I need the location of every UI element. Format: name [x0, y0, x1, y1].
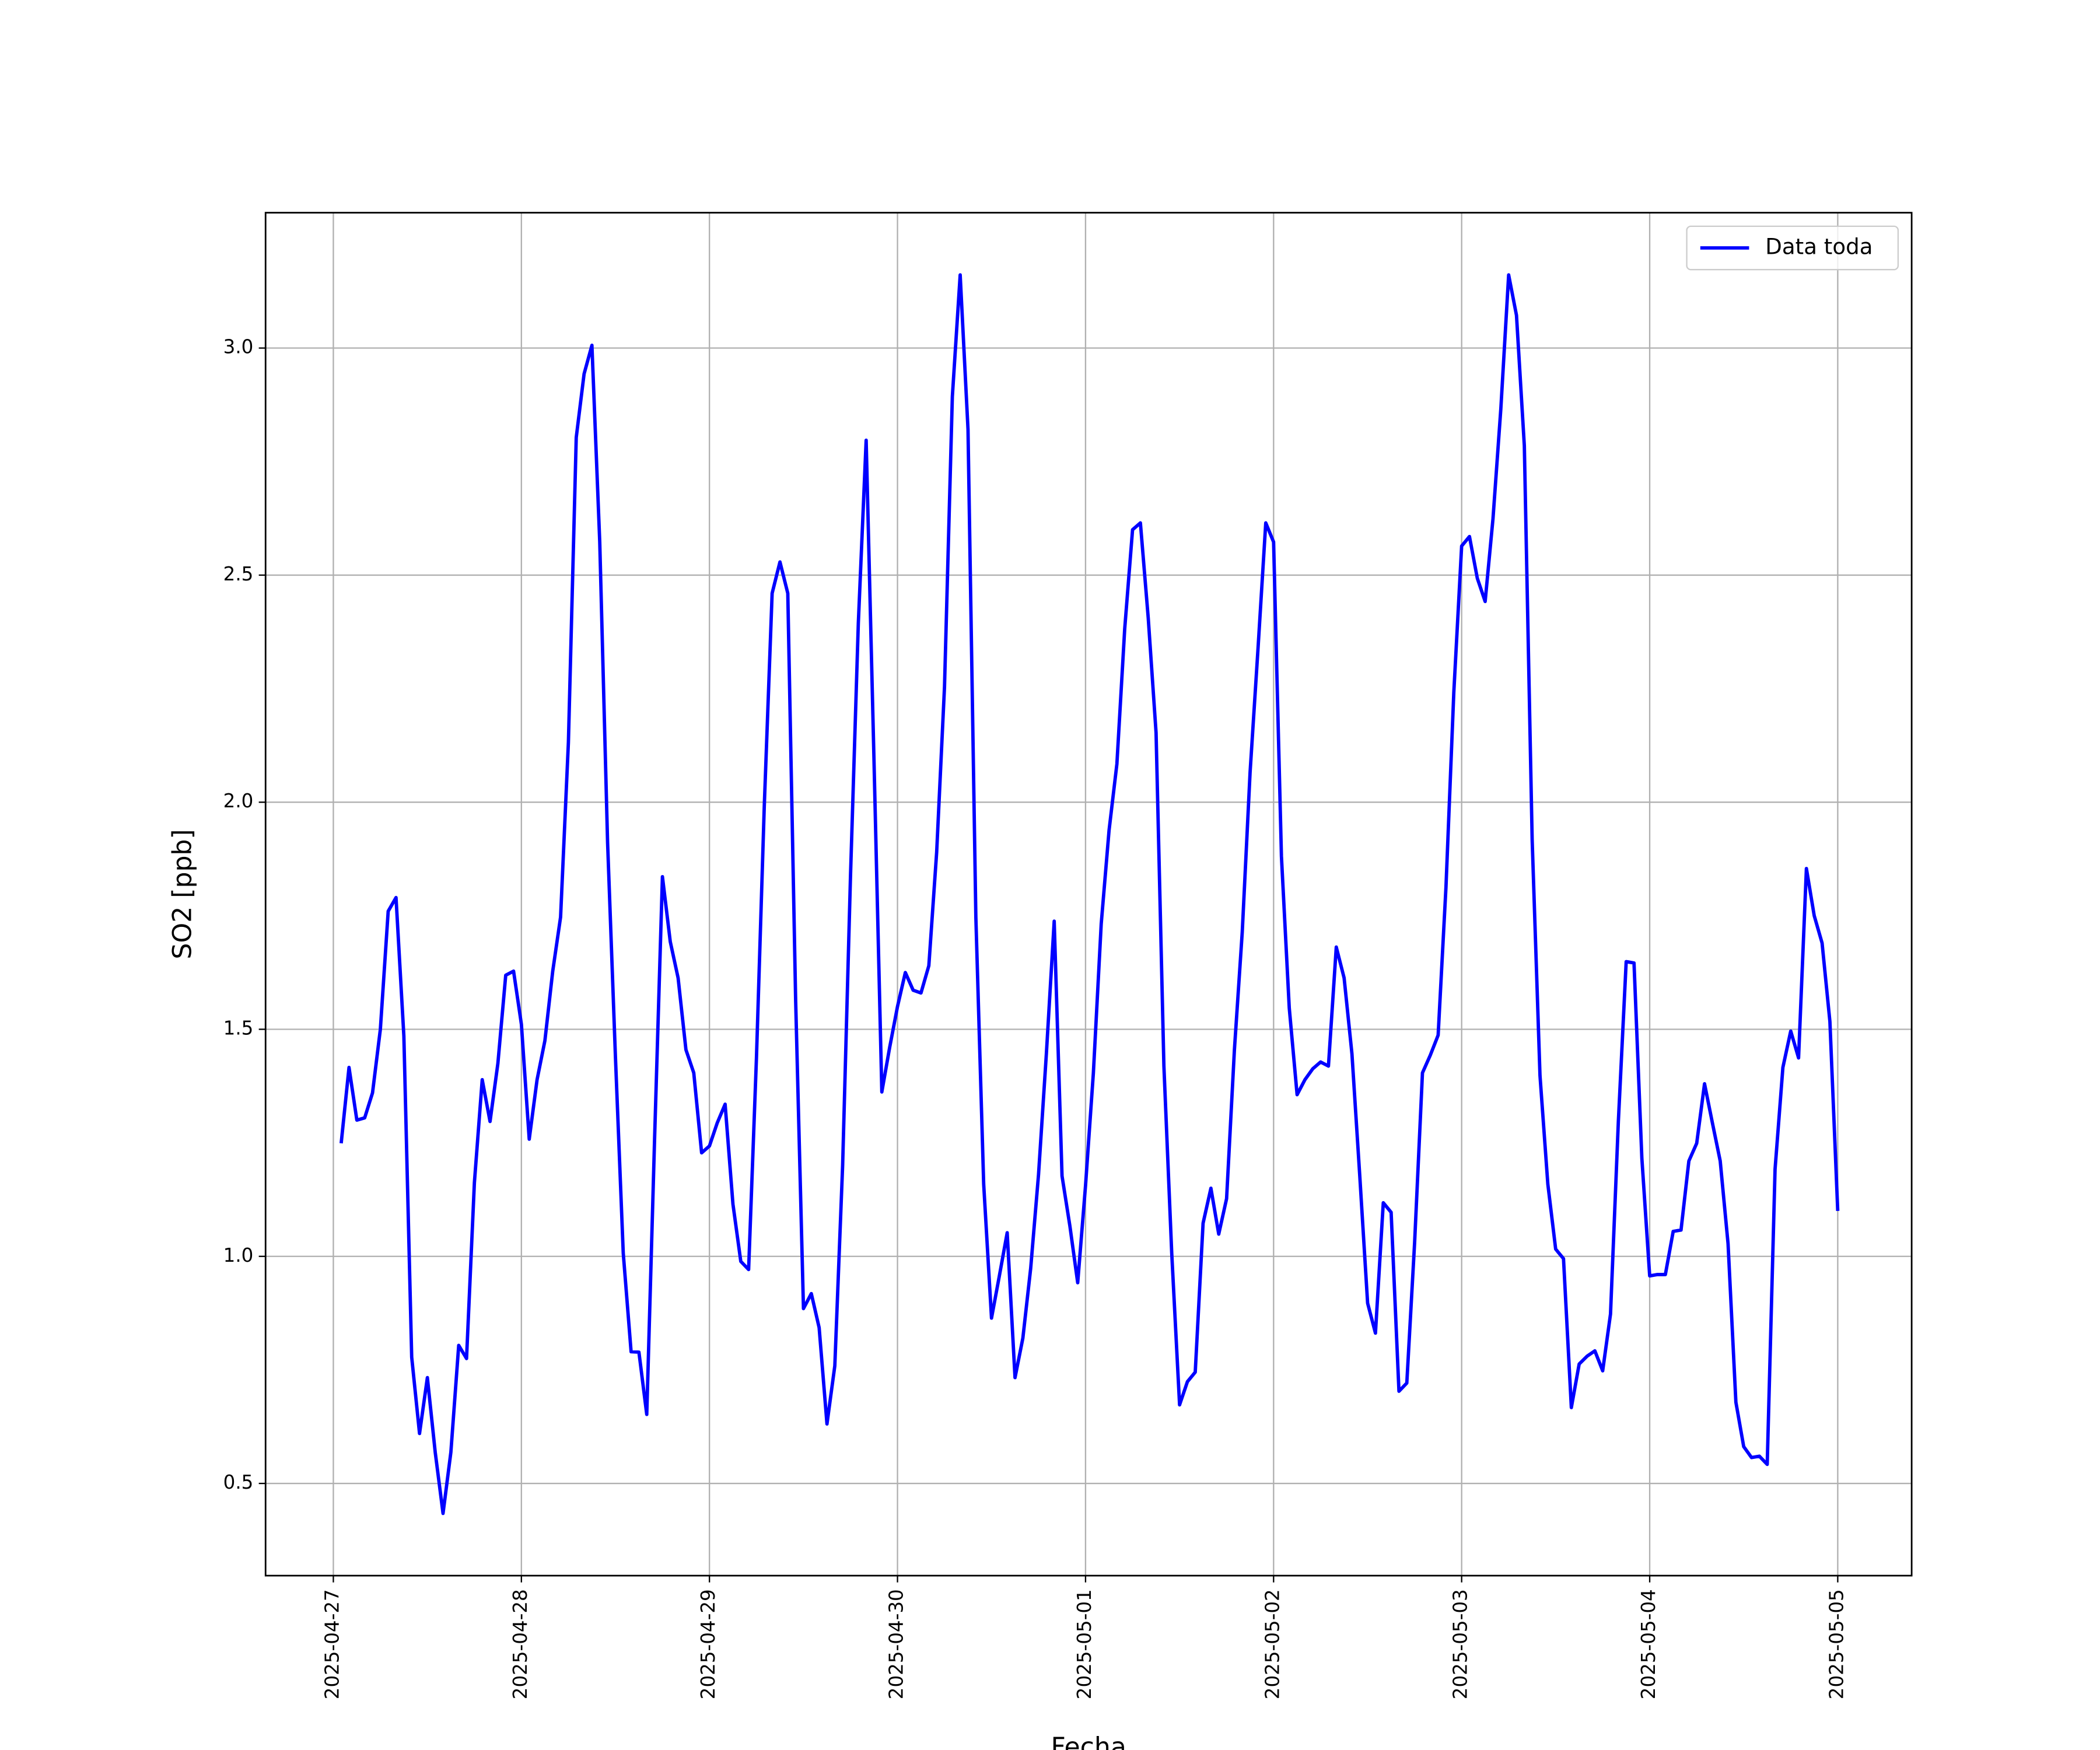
y-tick-label: 1.5: [223, 1017, 254, 1039]
y-axis-label: SO2 [ppb]: [168, 829, 198, 959]
y-tick-label: 2.5: [223, 563, 254, 585]
x-axis-label: Fecha: [1051, 1732, 1126, 1750]
y-tick-label: 3.0: [223, 336, 254, 358]
legend-label: Data toda: [1765, 235, 1873, 260]
data-line: [339, 273, 1840, 1516]
legend: Data toda: [1686, 225, 1899, 271]
ticks: 2025-04-27 2025-04-28 2025-04-29 2025-04-30…: [223, 336, 1848, 1700]
x-tick-label: 2025-05-01: [1073, 1589, 1096, 1699]
legend-box: [1686, 225, 1899, 271]
y-tick-label: 2.0: [223, 790, 254, 812]
x-tick-label: 2025-04-27: [321, 1589, 343, 1699]
x-tick-label: 2025-04-28: [509, 1589, 531, 1699]
x-tick-label: 2025-04-29: [697, 1589, 719, 1699]
x-tick-label: 2025-05-02: [1261, 1589, 1283, 1699]
x-tick-label: 2025-05-04: [1637, 1589, 1660, 1699]
x-tick-label: 2025-04-30: [886, 1589, 908, 1699]
grid: [265, 212, 1912, 1576]
y-tick-label: 1.0: [223, 1244, 254, 1266]
plot-area: [339, 273, 1840, 1516]
y-tick-label: 0.5: [223, 1471, 254, 1493]
x-tick-label: 2025-05-03: [1450, 1589, 1472, 1699]
x-tick-label: 2025-05-05: [1825, 1589, 1847, 1699]
axes-frame: [264, 212, 1913, 1577]
